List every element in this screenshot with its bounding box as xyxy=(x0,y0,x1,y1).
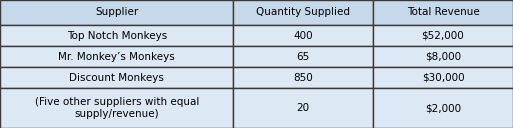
Text: $52,000: $52,000 xyxy=(422,30,464,41)
Text: Mr. Monkey’s Monkeys: Mr. Monkey’s Monkeys xyxy=(58,52,175,62)
Bar xyxy=(373,46,513,67)
Text: Top Notch Monkeys: Top Notch Monkeys xyxy=(67,30,167,41)
Text: 400: 400 xyxy=(293,30,313,41)
Bar xyxy=(233,67,373,88)
Text: $30,000: $30,000 xyxy=(422,73,464,83)
Bar xyxy=(373,0,513,25)
Bar xyxy=(373,67,513,88)
Bar xyxy=(0,25,233,46)
Text: 850: 850 xyxy=(293,73,313,83)
Text: Supplier: Supplier xyxy=(95,7,139,18)
Bar xyxy=(233,0,373,25)
Bar xyxy=(0,67,233,88)
Text: 65: 65 xyxy=(297,52,310,62)
Text: (Five other suppliers with equal
supply/revenue): (Five other suppliers with equal supply/… xyxy=(34,97,199,119)
Bar xyxy=(0,46,233,67)
Bar xyxy=(373,88,513,128)
Text: Discount Monkeys: Discount Monkeys xyxy=(69,73,164,83)
Text: $2,000: $2,000 xyxy=(425,103,461,113)
Bar xyxy=(233,46,373,67)
Text: $8,000: $8,000 xyxy=(425,52,461,62)
Text: Total Revenue: Total Revenue xyxy=(407,7,479,18)
Bar xyxy=(233,88,373,128)
Bar xyxy=(0,88,233,128)
Bar xyxy=(233,25,373,46)
Bar xyxy=(0,0,233,25)
Bar xyxy=(373,25,513,46)
Text: 20: 20 xyxy=(297,103,310,113)
Text: Quantity Supplied: Quantity Supplied xyxy=(256,7,350,18)
